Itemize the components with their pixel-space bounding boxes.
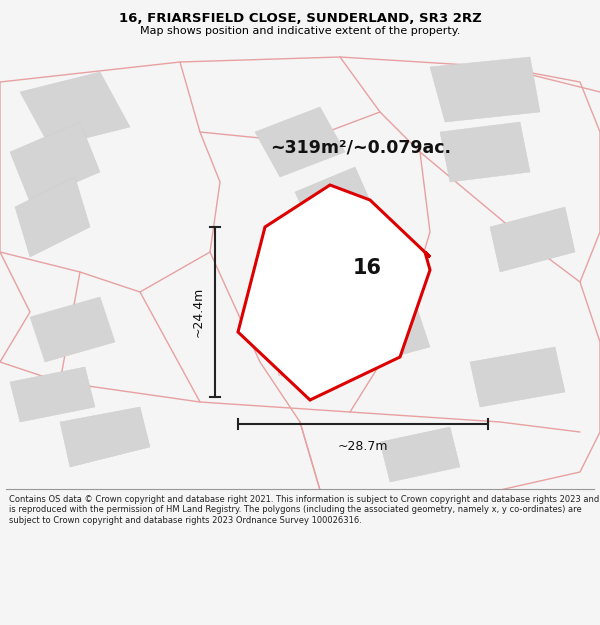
- Text: ~28.7m: ~28.7m: [338, 440, 388, 453]
- Polygon shape: [30, 297, 115, 362]
- Polygon shape: [490, 207, 575, 272]
- Text: Map shows position and indicative extent of the property.: Map shows position and indicative extent…: [140, 26, 460, 36]
- Text: Friarsfield Close: Friarsfield Close: [254, 306, 286, 378]
- Text: 16: 16: [352, 258, 382, 278]
- Polygon shape: [10, 122, 100, 202]
- Polygon shape: [340, 302, 430, 367]
- Polygon shape: [20, 72, 130, 147]
- Text: ~319m²/~0.079ac.: ~319m²/~0.079ac.: [270, 138, 451, 156]
- Polygon shape: [60, 407, 150, 467]
- Text: 16, FRIARSFIELD CLOSE, SUNDERLAND, SR3 2RZ: 16, FRIARSFIELD CLOSE, SUNDERLAND, SR3 2…: [119, 12, 481, 26]
- Polygon shape: [440, 122, 530, 182]
- Polygon shape: [470, 347, 565, 407]
- Text: Contains OS data © Crown copyright and database right 2021. This information is : Contains OS data © Crown copyright and d…: [9, 495, 599, 525]
- Polygon shape: [255, 107, 345, 177]
- Polygon shape: [15, 177, 90, 257]
- Polygon shape: [430, 57, 540, 122]
- Text: ~24.4m: ~24.4m: [192, 287, 205, 337]
- Polygon shape: [380, 427, 460, 482]
- Polygon shape: [295, 167, 375, 237]
- Polygon shape: [10, 367, 95, 422]
- Polygon shape: [238, 185, 430, 400]
